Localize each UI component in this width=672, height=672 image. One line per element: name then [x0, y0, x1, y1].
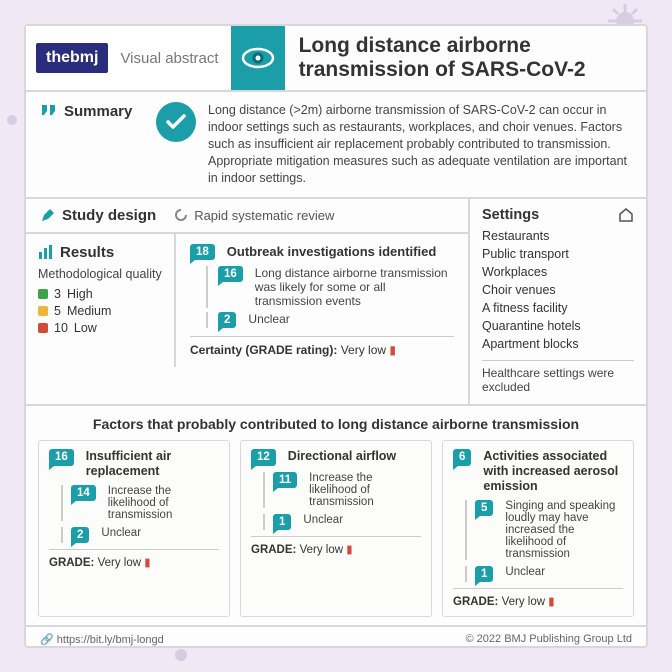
barchart-icon: [38, 244, 54, 260]
study-results-col: Study design Rapid systematic review Res…: [26, 199, 470, 404]
certainty-row: Certainty (GRADE rating): Very low ▮: [190, 336, 454, 357]
results-label: Results: [38, 244, 162, 261]
quality-item: 5Medium: [38, 304, 162, 318]
results-row: Results Methodological quality 3High 5Med…: [26, 234, 468, 367]
factor-card: 6Activities associated with increased ae…: [442, 440, 634, 617]
study-design-row: Study design Rapid systematic review: [26, 199, 468, 234]
study-design-label: Study design: [40, 207, 156, 224]
factor-card: 12Directional airflow 11Increase the lik…: [240, 440, 432, 617]
quality-item: 3High: [38, 287, 162, 301]
factors-title: Factors that probably contributed to lon…: [26, 406, 646, 440]
quality-item: 10Low: [38, 321, 162, 335]
settings-item: Workplaces: [482, 263, 634, 281]
abstract-card: thebmj Visual abstract Long distance air…: [24, 24, 648, 648]
virus-deco-icon: [2, 110, 22, 130]
bmj-logo: thebmj: [36, 43, 108, 73]
row-study-results-settings: Study design Rapid systematic review Res…: [26, 199, 646, 406]
settings-item: Public transport: [482, 245, 634, 263]
home-icon: [618, 207, 634, 223]
header: thebmj Visual abstract Long distance air…: [26, 26, 646, 92]
check-icon: [156, 102, 196, 142]
factor-card: 16Insufficient air replacement 14Increas…: [38, 440, 230, 617]
quote-icon: [40, 102, 58, 120]
outbreak-likely: 16 Long distance airborne transmission w…: [206, 266, 454, 308]
outbreak-col: 18 Outbreak investigations identified 16…: [176, 234, 468, 367]
settings-list: RestaurantsPublic transportWorkplacesCho…: [482, 227, 634, 354]
outbreak-unclear: 2 Unclear: [206, 312, 454, 328]
quality-list: 3High 5Medium 10Low: [38, 287, 162, 335]
title-box: Long distance airborne transmission of S…: [285, 26, 646, 90]
logo-box: thebmj Visual abstract: [26, 26, 231, 90]
outbreak-heading: 18 Outbreak investigations identified: [190, 244, 454, 260]
cycle-icon: [174, 208, 188, 222]
summary-label: Summary: [40, 102, 144, 120]
settings-item: Apartment blocks: [482, 335, 634, 353]
visual-abstract-label: Visual abstract: [108, 50, 230, 67]
settings-item: Choir venues: [482, 281, 634, 299]
footer-copyright: © 2022 BMJ Publishing Group Ltd: [466, 633, 632, 645]
footer: 🔗 https://bit.ly/bmj-longd © 2022 BMJ Pu…: [26, 625, 646, 652]
settings-item: A fitness facility: [482, 299, 634, 317]
eye-icon: [231, 26, 285, 90]
quality-title: Methodological quality: [38, 267, 162, 281]
study-design-type: Rapid systematic review: [174, 208, 334, 223]
settings-col: Settings RestaurantsPublic transportWork…: [470, 199, 646, 404]
quality-col: Results Methodological quality 3High 5Med…: [26, 234, 176, 367]
footer-url: 🔗 https://bit.ly/bmj-longd: [40, 633, 164, 646]
page-title: Long distance airborne transmission of S…: [299, 34, 632, 82]
doc-count-badge: 18: [190, 244, 215, 260]
factor-grid: 16Insufficient air replacement 14Increas…: [26, 440, 646, 625]
pencil-icon: [40, 207, 56, 223]
settings-note: Healthcare settings were excluded: [482, 360, 634, 394]
settings-item: Restaurants: [482, 227, 634, 245]
settings-heading: Settings: [482, 207, 634, 223]
summary-row: Summary Long distance (>2m) airborne tra…: [26, 92, 646, 198]
settings-item: Quarantine hotels: [482, 317, 634, 335]
summary-text: Long distance (>2m) airborne transmissio…: [208, 102, 632, 186]
